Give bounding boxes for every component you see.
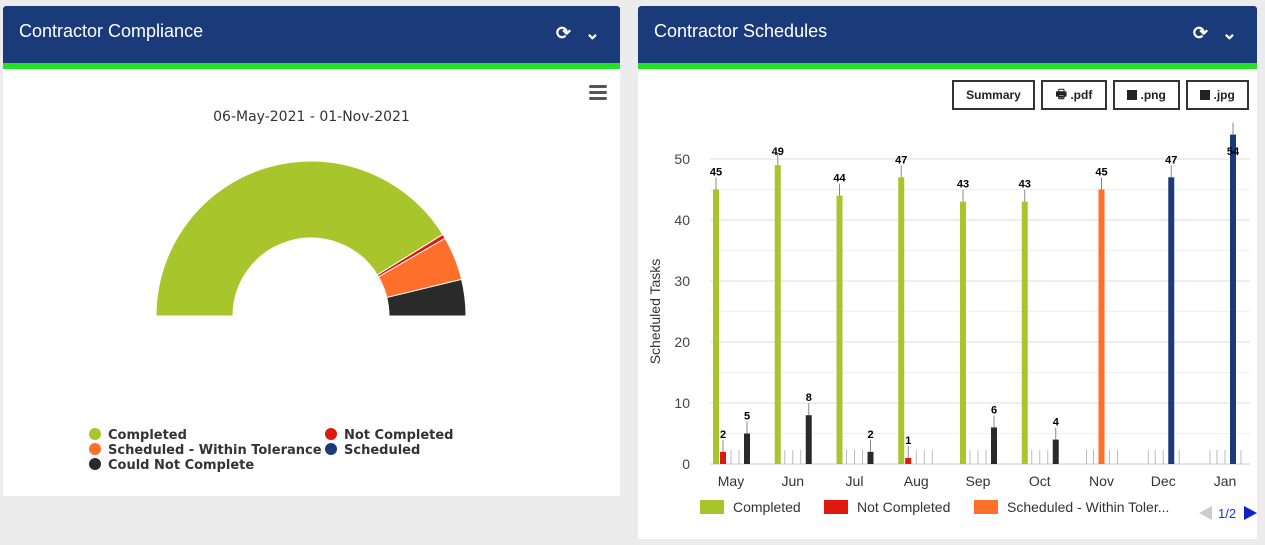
data-label: 6 bbox=[991, 404, 997, 416]
schedules-bar-chart: 0 10 20 30 40 50 Scheduled Tasks May 45 2 5 Jun 49 8 J… bbox=[647, 122, 1257, 521]
donut-slice-completed bbox=[155, 160, 444, 317]
data-label: 54 bbox=[1227, 146, 1240, 158]
legend-marker bbox=[325, 443, 337, 455]
legend-marker bbox=[974, 500, 998, 514]
data-label: 2 bbox=[720, 429, 726, 441]
refresh-icon[interactable]: ⟳ bbox=[1192, 23, 1208, 43]
legend-item: Completed bbox=[733, 499, 801, 515]
png-label: .png bbox=[1140, 88, 1166, 102]
y-tick-label: 20 bbox=[674, 334, 690, 350]
data-label: 4 bbox=[1053, 417, 1060, 429]
x-tick-label: Oct bbox=[1029, 473, 1051, 489]
panel-header: Contractor Compliance ⟳ ⌄ bbox=[3, 6, 620, 69]
chevron-down-icon[interactable]: ⌄ bbox=[584, 23, 600, 43]
data-label: 47 bbox=[1165, 154, 1177, 166]
bar bbox=[1052, 439, 1059, 464]
legend-marker bbox=[89, 443, 101, 455]
bar bbox=[1098, 189, 1105, 464]
bar bbox=[905, 457, 912, 464]
legend-item: Not Completed bbox=[344, 428, 453, 443]
data-label: 44 bbox=[833, 173, 846, 185]
bar bbox=[713, 189, 719, 464]
y-tick-label: 30 bbox=[674, 273, 690, 289]
pdf-label: .pdf bbox=[1070, 88, 1093, 102]
chart-subtitle: 06-May-2021 - 01-Nov-2021 bbox=[213, 109, 410, 125]
data-label: 45 bbox=[1095, 167, 1107, 179]
x-tick-label: Sep bbox=[966, 473, 991, 489]
legend-next-arrow-icon[interactable] bbox=[1244, 506, 1257, 520]
donut-slice-could-not-complete bbox=[386, 278, 467, 317]
bar bbox=[836, 195, 843, 464]
data-label: 47 bbox=[895, 154, 907, 166]
y-tick-label: 0 bbox=[682, 456, 690, 472]
legend-marker bbox=[824, 500, 848, 514]
contractor-compliance-panel: Contractor Compliance ⟳ ⌄ 06-May-2021 - … bbox=[3, 6, 620, 496]
panel-title: Contractor Schedules bbox=[654, 21, 828, 41]
data-label: 1 bbox=[905, 435, 911, 447]
y-tick-label: 40 bbox=[674, 212, 690, 228]
bar bbox=[960, 201, 966, 464]
legend-item: Completed bbox=[108, 428, 187, 443]
panel-title: Contractor Compliance bbox=[19, 21, 204, 41]
bar bbox=[720, 451, 726, 464]
bar bbox=[1021, 201, 1028, 464]
legend-item: Scheduled bbox=[344, 443, 420, 458]
y-tick-label: 50 bbox=[674, 151, 690, 167]
x-tick-label: May bbox=[718, 473, 744, 489]
image-icon bbox=[1200, 90, 1211, 100]
legend-item: Scheduled - Within Tolerance bbox=[108, 443, 322, 458]
x-tick-label: Nov bbox=[1089, 473, 1114, 489]
x-tick-label: Jan bbox=[1214, 473, 1237, 489]
x-tick-label: Aug bbox=[904, 473, 929, 489]
contractor-schedules-panel: Contractor Schedules ⟳ ⌄ Summary 🖶 .pdf … bbox=[638, 6, 1257, 539]
export-png-button[interactable]: .png bbox=[1113, 80, 1180, 110]
jpg-label: .jpg bbox=[1213, 88, 1235, 102]
data-label: 2 bbox=[867, 429, 873, 441]
compliance-donut-chart: Completed Not Completed Scheduled - Within… bbox=[89, 160, 467, 473]
bar bbox=[898, 177, 905, 465]
legend-page-indicator: 1/2 bbox=[1218, 506, 1236, 521]
bar bbox=[1168, 177, 1175, 465]
refresh-icon[interactable]: ⟳ bbox=[555, 23, 571, 43]
export-jpg-button[interactable]: .jpg bbox=[1186, 80, 1249, 110]
data-label: 8 bbox=[806, 392, 812, 404]
legend-item: Scheduled - Within Toler... bbox=[1007, 499, 1169, 515]
chart-menu-icon[interactable] bbox=[589, 85, 607, 100]
x-tick-label: Jun bbox=[781, 473, 804, 489]
data-label: 5 bbox=[744, 411, 750, 423]
bar bbox=[867, 451, 874, 464]
data-label: 49 bbox=[772, 146, 784, 158]
x-tick-label: Dec bbox=[1151, 473, 1176, 489]
legend-marker bbox=[325, 428, 337, 440]
legend-marker bbox=[700, 500, 724, 514]
bar bbox=[991, 427, 997, 464]
bar bbox=[805, 415, 812, 464]
panel-header: Contractor Schedules ⟳ ⌄ bbox=[638, 6, 1257, 69]
x-tick-label: Jul bbox=[846, 473, 864, 489]
summary-button[interactable]: Summary bbox=[952, 80, 1035, 110]
legend-item: Could Not Complete bbox=[108, 458, 254, 473]
chevron-down-icon[interactable]: ⌄ bbox=[1221, 23, 1237, 43]
y-axis-label: Scheduled Tasks bbox=[647, 259, 663, 365]
bar bbox=[744, 433, 750, 464]
image-icon bbox=[1127, 90, 1138, 100]
legend-prev-arrow-icon[interactable] bbox=[1199, 506, 1212, 520]
y-tick-label: 10 bbox=[674, 395, 690, 411]
data-label: 45 bbox=[710, 167, 722, 179]
data-label: 43 bbox=[957, 179, 969, 191]
data-label: 43 bbox=[1019, 179, 1031, 191]
bar bbox=[1230, 134, 1236, 464]
bar bbox=[774, 165, 781, 464]
legend-item: Not Completed bbox=[857, 499, 950, 515]
print-icon: 🖶 bbox=[1055, 86, 1067, 101]
legend-marker bbox=[89, 458, 101, 470]
export-pdf-button[interactable]: 🖶 .pdf bbox=[1041, 80, 1107, 110]
legend-marker bbox=[89, 428, 101, 440]
